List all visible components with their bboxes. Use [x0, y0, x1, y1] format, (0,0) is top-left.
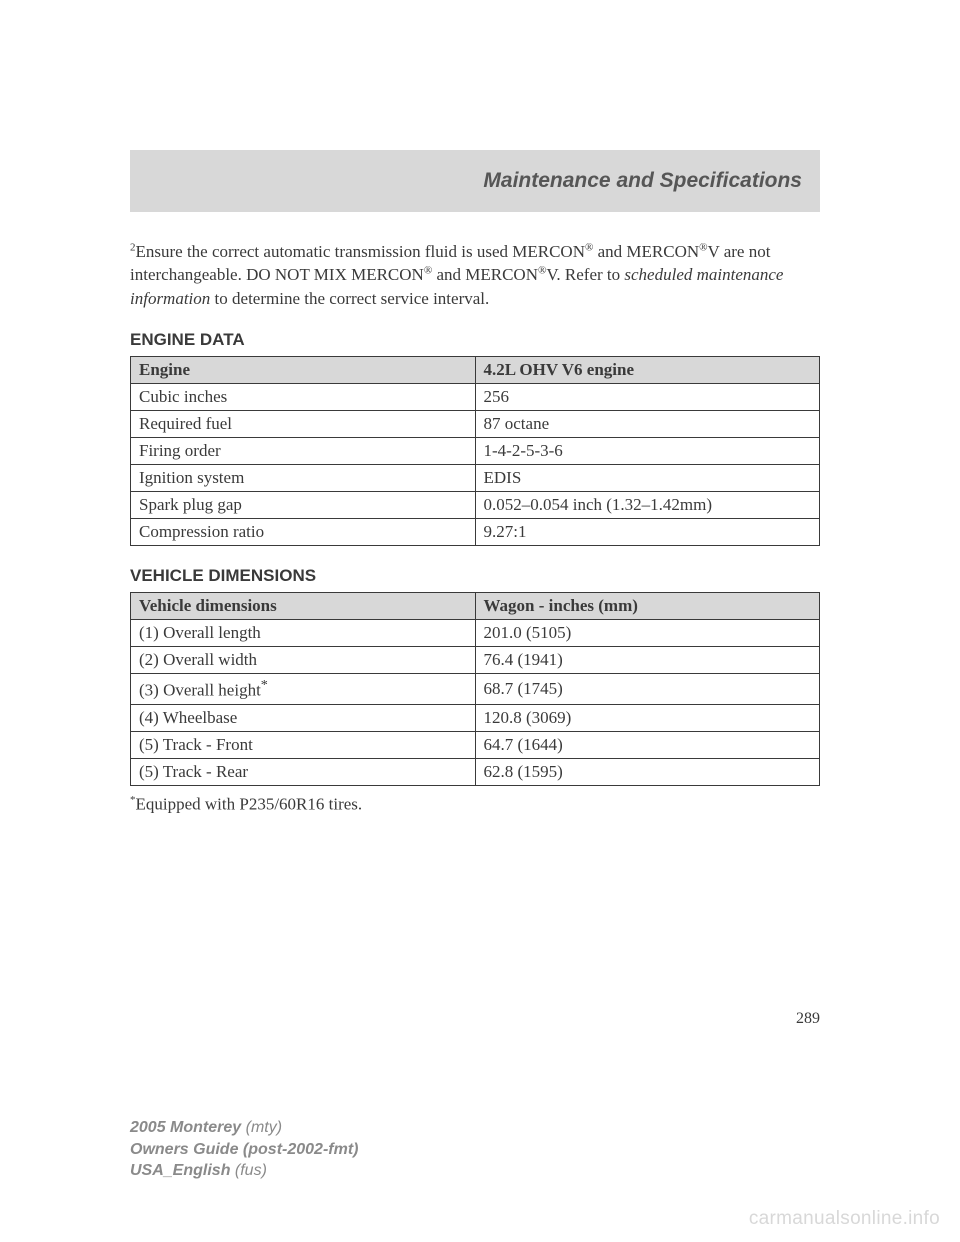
dimensions-col1: Vehicle dimensions	[131, 593, 476, 620]
table-row: (1) Overall length201.0 (5105)	[131, 620, 820, 647]
chapter-header-bar: Maintenance and Specifications	[130, 150, 820, 212]
table-row: Spark plug gap0.052–0.054 inch (1.32–1.4…	[131, 492, 820, 519]
table-row: Cubic inches256	[131, 384, 820, 411]
table-header-row: Engine 4.2L OHV V6 engine	[131, 357, 820, 384]
page-content: Maintenance and Specifications 2Ensure t…	[0, 0, 960, 815]
table-row: Firing order1-4-2-5-3-6	[131, 438, 820, 465]
watermark: carmanualsonline.info	[749, 1208, 940, 1230]
vehicle-dimensions-table: Vehicle dimensions Wagon - inches (mm) (…	[130, 592, 820, 786]
transmission-fluid-note: 2Ensure the correct automatic transmissi…	[130, 240, 820, 310]
dimensions-footnote: *Equipped with P235/60R16 tires.	[130, 794, 820, 815]
table-row: Compression ratio9.27:1	[131, 519, 820, 546]
table-row: (2) Overall width76.4 (1941)	[131, 647, 820, 674]
table-header-row: Vehicle dimensions Wagon - inches (mm)	[131, 593, 820, 620]
table-row: (5) Track - Rear62.8 (1595)	[131, 759, 820, 786]
table-row: Ignition systemEDIS	[131, 465, 820, 492]
page-number: 289	[796, 1010, 820, 1028]
dimensions-col2: Wagon - inches (mm)	[475, 593, 820, 620]
engine-col2: 4.2L OHV V6 engine	[475, 357, 820, 384]
engine-data-heading: ENGINE DATA	[130, 330, 820, 350]
table-row: (3) Overall height*68.7 (1745)	[131, 674, 820, 705]
engine-data-table: Engine 4.2L OHV V6 engine Cubic inches25…	[130, 356, 820, 546]
footer-line-2: Owners Guide (post-2002-fmt)	[130, 1139, 358, 1161]
vehicle-dimensions-heading: VEHICLE DIMENSIONS	[130, 566, 820, 586]
engine-col1: Engine	[131, 357, 476, 384]
table-row: (4) Wheelbase120.8 (3069)	[131, 705, 820, 732]
table-row: (5) Track - Front64.7 (1644)	[131, 732, 820, 759]
table-row: Required fuel87 octane	[131, 411, 820, 438]
chapter-title: Maintenance and Specifications	[483, 169, 802, 193]
footer-line-1: 2005 Monterey (mty)	[130, 1117, 358, 1139]
footer-line-3: USA_English (fus)	[130, 1160, 358, 1182]
footer-block: 2005 Monterey (mty) Owners Guide (post-2…	[130, 1117, 358, 1182]
